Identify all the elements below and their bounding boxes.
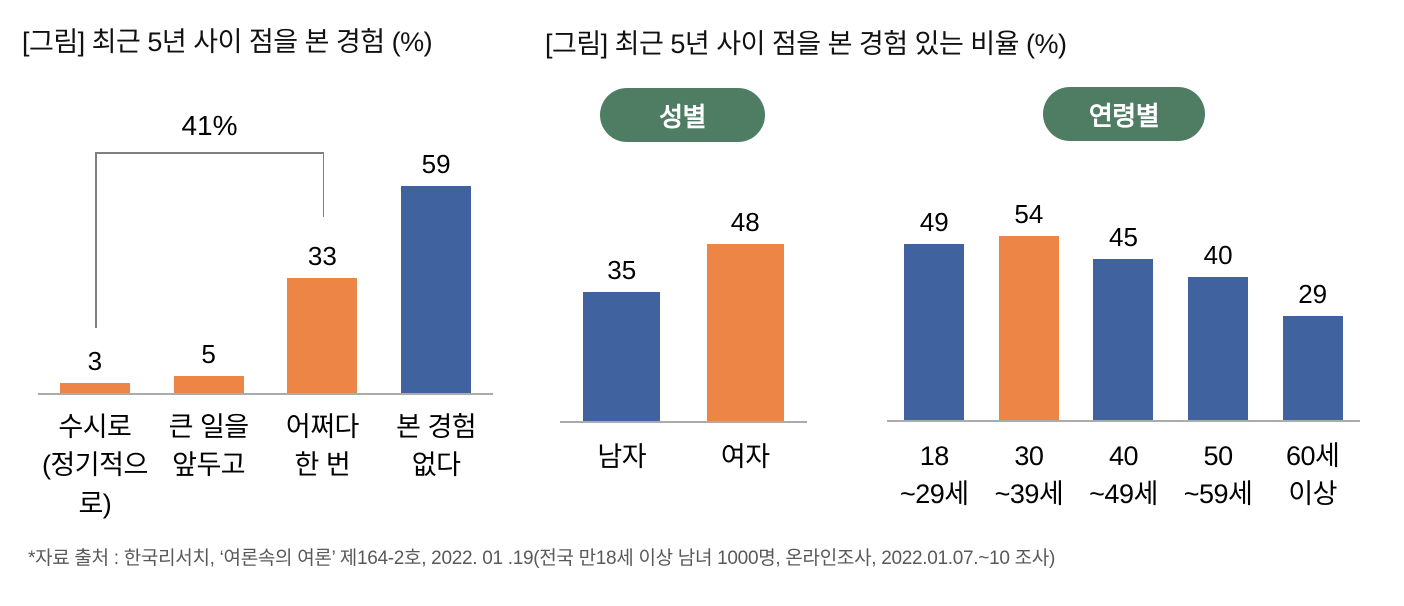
category-label: 수시로 (정기적으로) <box>41 412 148 519</box>
bar-value-label: 48 <box>730 207 760 238</box>
experience-bars: 3 5 33 59 <box>38 120 493 394</box>
bar-value-label: 3 <box>87 346 103 377</box>
category-label: 50 ~59세 <box>1183 441 1253 510</box>
bar-age-1 <box>998 235 1059 421</box>
bar-column-age-2: 45 <box>1076 200 1171 421</box>
bar-age-2 <box>1093 259 1154 421</box>
age-bars: 49 54 45 40 29 <box>887 200 1360 421</box>
category-label: 30 ~39세 <box>994 441 1064 510</box>
category-label: 60세 이상 <box>1285 441 1340 510</box>
right-section-title: [그림] 최근 5년 사이 점을 본 경험 있는 비율 (%) <box>545 29 1067 59</box>
age-axis-line <box>887 420 1360 422</box>
bar-value-label: 54 <box>1014 199 1044 229</box>
category-label: 큰 일을 앞두고 <box>168 412 250 481</box>
bar-gender-1 <box>706 244 784 422</box>
gender-badge: 성별 <box>600 88 765 142</box>
bar-column-age-3: 40 <box>1171 200 1266 421</box>
category-label: 어쩌다 한 번 <box>285 412 360 481</box>
bar-value-label: 45 <box>1109 222 1138 253</box>
experience-bar-chart: 3 5 33 59 수시로 (정기적으로) 큰 일을 앞두고 어쩌다 한 번 본 경험 없다 <box>38 120 493 519</box>
bar-value-label: 35 <box>607 255 637 286</box>
bar-experience-2 <box>287 278 358 394</box>
category-label: 본 경험 없다 <box>396 412 477 481</box>
bar-column-gender-0: 35 <box>560 200 684 422</box>
bar-column-experience-2: 33 <box>266 120 380 394</box>
bar-gender-0 <box>583 292 661 422</box>
experience-axis-line <box>38 393 493 395</box>
age-category-labels: 18 ~29세 30 ~39세 40 ~49세 50 ~59세 60세 이상 <box>887 437 1360 514</box>
bar-age-4 <box>1282 316 1343 421</box>
bar-column-age-4: 29 <box>1265 200 1360 421</box>
bar-value-label: 5 <box>201 339 216 370</box>
bar-experience-0 <box>59 383 130 394</box>
bar-column-age-1: 54 <box>982 200 1077 421</box>
category-label: 40 ~49세 <box>1089 441 1158 510</box>
source-footnote: *자료 출처 : 한국리서치, ‘여론속의 여론’ 제164-2호, 2022.… <box>28 548 1055 569</box>
bar-value-label: 33 <box>307 241 337 272</box>
category-label: 남자 <box>597 442 647 472</box>
bracket-left-line <box>95 152 97 328</box>
bar-column-gender-1: 48 <box>684 200 808 422</box>
bar-value-label: 40 <box>1203 240 1233 271</box>
bar-age-3 <box>1188 277 1249 421</box>
gender-category-labels: 남자 여자 <box>560 438 807 476</box>
bar-value-label: 49 <box>919 207 949 238</box>
bar-column-experience-3: 59 <box>379 120 493 394</box>
category-label: 18 ~29세 <box>899 441 969 510</box>
bar-age-0 <box>904 244 965 421</box>
experience-category-labels: 수시로 (정기적으로) 큰 일을 앞두고 어쩌다 한 번 본 경험 없다 <box>38 408 493 523</box>
bar-experience-3 <box>401 186 472 394</box>
bar-value-label: 59 <box>421 149 451 180</box>
left-chart-title: [그림] 최근 5년 사이 점을 본 경험 (%) <box>22 27 433 57</box>
age-badge: 연령별 <box>1043 87 1205 141</box>
gender-bars: 35 48 <box>560 200 807 422</box>
bracket-top-line <box>95 152 324 154</box>
bar-experience-1 <box>173 376 244 394</box>
gender-axis-line <box>560 421 807 423</box>
bar-column-experience-0: 3 <box>38 120 152 394</box>
age-bar-chart: 49 54 45 40 29 18 ~29세 30 ~39세 40 ~49세 50 ~59세 6… <box>887 200 1360 509</box>
gender-bar-chart: 35 48 남자 여자 <box>560 200 807 490</box>
bar-column-experience-1: 5 <box>152 120 266 394</box>
bar-column-age-0: 49 <box>887 200 982 421</box>
category-label: 여자 <box>720 442 770 472</box>
bracket-value-label: 41% <box>181 110 238 141</box>
bar-value-label: 29 <box>1298 279 1328 310</box>
bracket-right-line <box>322 152 324 217</box>
